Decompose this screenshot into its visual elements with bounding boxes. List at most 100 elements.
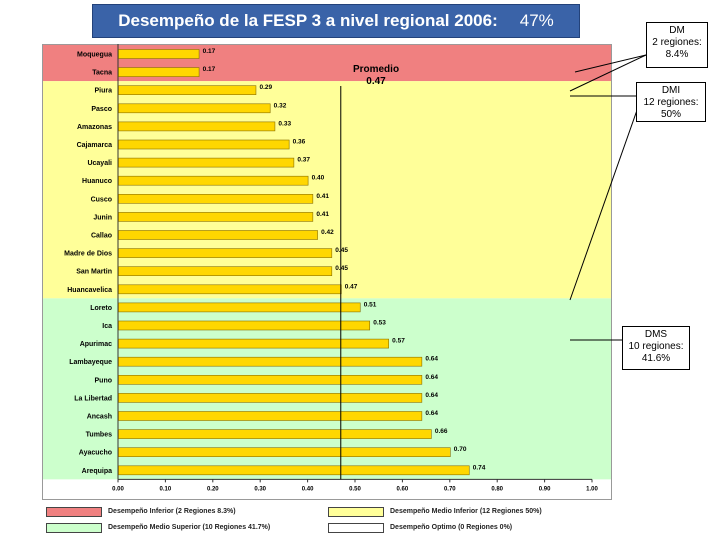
value-label: 0.40 [312,175,325,182]
legend-swatch-optimo [328,522,384,533]
category-label: Loreto [90,305,112,312]
bar [118,284,342,295]
callout-dmi-line-1: DMI [661,85,681,96]
value-label: 0.64 [425,392,438,399]
category-label: Ucayali [87,160,112,167]
bar [118,356,423,367]
bar [118,212,314,222]
value-label: 0.41 [316,211,329,218]
callout-dm-line-2: 2 regiones: [652,37,702,48]
value-label: 0.32 [274,102,287,109]
legend-label-optimo: Desempeño Optimo (0 Regiones 0%) [390,524,513,531]
legend-item-inferior: Desempeño Inferior (2 Regiones 8.3%) [46,505,376,518]
callout-dmi-line-3: 50% [660,109,681,120]
bar [118,447,451,458]
callout-dms-line-1: DMS [644,329,668,340]
category-label: Piura [94,88,112,95]
x-tick-label: 0.60 [397,486,409,492]
legend-swatch-medio-superior [46,522,102,533]
callout-pointer-dm-lower [569,54,647,92]
category-label: Lambayeque [69,359,112,366]
legend-item-medio-inferior: Desempeño Medio Inferior (12 Regiones 50… [328,505,618,518]
bar [118,67,200,77]
category-label: Ancash [87,414,112,421]
callout-pointers [569,54,647,341]
chart-axes: 0.00 0.10 0.20 0.30 0.40 0.50 0.60 0.70 0.80 0.90… [112,44,598,492]
value-label: 0.53 [373,320,386,327]
value-label: 0.37 [297,157,310,164]
category-label: Apurimac [80,341,112,348]
value-label: 0.45 [335,247,348,254]
x-tick-label: 0.10 [160,486,172,492]
bar [118,465,470,476]
bar [118,230,318,240]
category-label: Callao [91,233,112,240]
category-label: Ayacucho [79,450,112,457]
legend-item-optimo: Desempeño Optimo (0 Regiones 0%) [328,521,618,534]
category-label: Junin [93,214,112,221]
value-label: 0.42 [321,229,334,236]
chart-title: Desempeño de la FESP 3 a nivel regional … [118,11,498,30]
value-label: 0.64 [425,374,438,381]
average-value: 0.47 [366,76,386,87]
legend-swatch-inferior [46,506,102,517]
value-label: 0.36 [293,139,306,146]
category-label: Puno [95,377,113,384]
bar [118,194,314,204]
category-label: Cusco [91,196,112,203]
value-label: 0.51 [364,301,377,308]
bar [118,175,309,186]
value-label: 0.47 [345,283,358,290]
category-label: Huancavelica [67,287,112,294]
bar [118,157,295,168]
title-box: Desempeño de la FESP 3 a nivel regional … [92,4,580,38]
category-label: Cajamarca [77,142,113,149]
category-label: Tumbes [86,432,112,439]
x-tick-label: 0.00 [112,486,124,492]
value-label: 0.45 [335,265,348,272]
callout-dmi-line-2: 12 regiones: [643,97,699,108]
labels: Moquegua 0.17 Tacna 0.17 Piura 0.29 Pasco 0.32 A… [64,48,486,475]
chart-title-percent: 47% [519,11,554,30]
callout-dm-line-3: 8.4% [665,49,689,60]
legend-item-medio-superior: Desempeño Medio Superior (10 Regiones 41… [46,521,376,534]
average-line-group: Promedio 0.47 [340,64,399,480]
bar [118,49,200,59]
callout-dmi: DMI 12 regiones: 50% [636,82,706,122]
value-label: 0.33 [278,120,291,127]
callout-pointer-dmi-lower [569,95,643,301]
bar [118,248,333,258]
category-label: Madre de Dios [64,251,112,258]
callout-dms: DMS 10 regiones: 41.6% [622,326,690,370]
callout-pointer-dm [574,54,647,73]
callout-dm-line-1: DM [669,25,685,36]
legend-label-medio-superior: Desempeño Medio Superior (10 Regiones 41… [108,524,271,531]
value-label: 0.64 [425,410,438,417]
legend-label-medio-inferior: Desempeño Medio Inferior (12 Regiones 50… [390,508,542,515]
x-tick-label: 1.00 [586,486,598,492]
bar [118,393,423,403]
band-1 [43,81,611,299]
category-label: Ica [102,323,112,330]
callout-dm: DM 2 regiones: 8.4% [646,22,708,68]
callout-dms-line-3: 41.6% [641,353,671,364]
legend-label-inferior: Desempeño Inferior (2 Regiones 8.3%) [108,508,236,515]
value-label: 0.74 [473,464,486,471]
bar [118,338,389,349]
x-tick-label: 0.70 [444,486,456,492]
bar [118,139,290,150]
bar [118,103,271,114]
x-tick-label: 0.40 [302,486,314,492]
bar [118,85,257,95]
bar [118,121,276,132]
category-label: San Martin [76,269,112,276]
x-tick-label: 0.50 [349,486,361,492]
callout-dms-line-2: 10 regiones: [628,341,684,352]
value-label: 0.29 [259,84,272,91]
category-label: Tacna [92,70,112,77]
value-label: 0.70 [454,446,467,453]
x-tick-label: 0.30 [254,486,266,492]
category-label: La Libertad [74,395,112,402]
category-label: Pasco [91,106,112,113]
value-label: 0.64 [425,356,438,363]
